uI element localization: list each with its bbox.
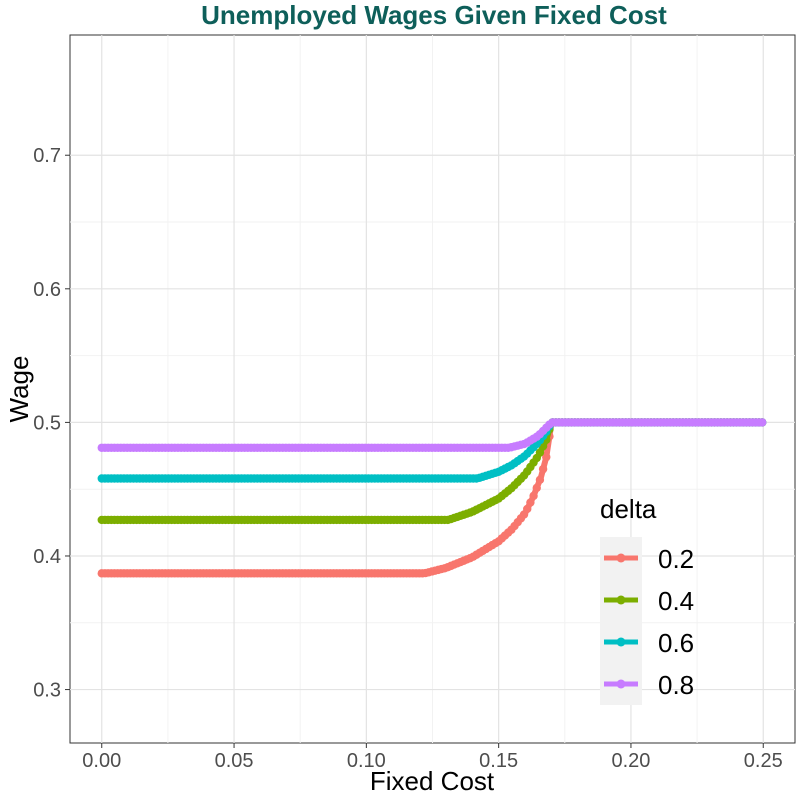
data-point xyxy=(529,491,538,501)
y-tick-label: 0.3 xyxy=(33,680,61,702)
legend-key-point xyxy=(616,679,626,689)
data-point xyxy=(757,418,767,427)
legend-label: 0.8 xyxy=(658,670,694,700)
legend-keys: 0.2 0.4 0.6 0.8 xyxy=(600,537,694,705)
y-axis-ticks: 0.3 0.4 0.5 0.6 0.7 xyxy=(33,145,70,702)
data-point xyxy=(532,483,541,493)
x-tick-label: 0.10 xyxy=(347,750,386,772)
data-point xyxy=(526,498,535,507)
x-tick-label: 0.05 xyxy=(215,750,254,772)
legend-label: 0.4 xyxy=(658,586,694,616)
x-tick-label: 0.20 xyxy=(611,750,650,772)
legend: delta 0.2 0.4 0.6 0.8 xyxy=(600,494,694,705)
data-point xyxy=(523,504,532,514)
x-tick-label: 0.00 xyxy=(82,750,121,772)
legend-key-point xyxy=(616,595,626,605)
y-tick-label: 0.6 xyxy=(33,279,61,301)
x-axis-title: Fixed Cost xyxy=(370,766,495,796)
y-tick-label: 0.7 xyxy=(33,145,61,167)
data-point xyxy=(538,464,548,474)
x-tick-label: 0.25 xyxy=(744,750,783,772)
chart-title: Unemployed Wages Given Fixed Cost xyxy=(201,0,667,30)
gridlines xyxy=(70,35,795,743)
data-point xyxy=(535,475,545,485)
series-layer xyxy=(97,418,767,578)
legend-label: 0.2 xyxy=(658,544,694,574)
legend-key-point xyxy=(616,553,626,563)
legend-key-point xyxy=(616,637,626,647)
legend-title: delta xyxy=(600,494,657,524)
data-point xyxy=(542,452,551,462)
series-0.8 xyxy=(97,418,767,452)
y-tick-label: 0.5 xyxy=(33,412,61,434)
legend-label: 0.6 xyxy=(658,628,694,658)
data-point xyxy=(535,448,545,457)
y-axis-title: Wage xyxy=(4,356,34,423)
x-axis-ticks: 0.00 0.05 0.10 0.15 0.20 0.25 xyxy=(82,743,783,772)
y-tick-label: 0.4 xyxy=(33,546,61,568)
x-tick-label: 0.15 xyxy=(479,750,518,772)
